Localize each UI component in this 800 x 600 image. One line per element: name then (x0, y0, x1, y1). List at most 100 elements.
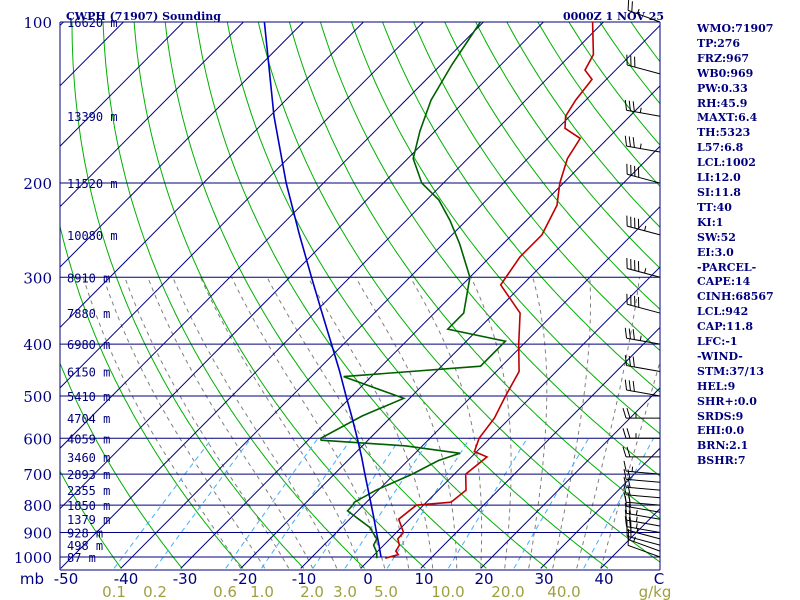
height-label: 13390 m (67, 110, 118, 124)
index-line: BRN:2.1 (697, 439, 749, 453)
height-label: 11520 m (67, 177, 118, 191)
height-label: 2893 m (67, 468, 110, 482)
mixing-ratio-line (447, 438, 528, 569)
index-line: CAP:11.8 (697, 320, 754, 334)
index-line: CAPE:14 (697, 275, 751, 289)
isotherm (240, 145, 660, 569)
index-line: MAXT:6.4 (697, 111, 758, 125)
moist-adiabat (528, 277, 548, 569)
isotherm (0, 22, 3, 568)
pressure-tick-label: 900 (23, 525, 52, 543)
temperature-tick-label: 40 (594, 570, 613, 588)
mixing-ratio-line (154, 438, 252, 569)
index-line: LCL:1002 (697, 156, 756, 170)
index-line: -PARCEL- (697, 260, 757, 274)
wind-barb (626, 525, 661, 546)
wind-barb (624, 509, 661, 527)
wind-barb (624, 516, 661, 534)
mixing-ratio-line (583, 438, 655, 569)
moist-adiabat (200, 277, 362, 569)
wind-barb (626, 293, 661, 314)
wind-barb (624, 355, 661, 372)
mixing-ratio-line (513, 438, 590, 569)
temperature-tick-label: -50 (54, 570, 79, 588)
mixing-ratio-tick-label: 3.0 (333, 583, 357, 600)
isotherm (420, 326, 660, 569)
wind-barb (623, 460, 661, 475)
index-line: EHI:0.0 (697, 424, 745, 438)
moist-adiabat (82, 277, 242, 569)
pressure-tick-label: 200 (23, 175, 52, 193)
index-line: HEL:9 (697, 379, 736, 393)
dry-adiabat (413, 22, 660, 352)
mixing-ratio-line (312, 438, 401, 569)
height-label: 6980 m (67, 338, 110, 352)
height-label: 16620 m (67, 16, 118, 30)
temperature-line (384, 22, 595, 559)
index-line: LFC:-1 (697, 335, 738, 349)
dry-adiabat (133, 22, 426, 569)
temperature-tick-label: C (654, 570, 664, 588)
wind-barb (623, 491, 661, 506)
wind-barbs (622, 0, 661, 558)
wind-barb (622, 407, 660, 419)
temperature-tick-label: 0 (363, 570, 373, 588)
height-label: 4059 m (67, 432, 110, 446)
height-label: 1379 m (67, 513, 110, 527)
temperature-tick-label: 10 (414, 570, 433, 588)
dry-adiabat (226, 22, 609, 569)
index-line: LI:12.0 (697, 171, 741, 185)
isotherm (540, 447, 660, 569)
moist-adiabat (576, 277, 640, 569)
mixing-ratio-lines (113, 437, 655, 569)
mixing-ratio-tick-label: 20.0 (491, 583, 524, 600)
wind-barb (626, 519, 661, 540)
height-label: 8910 m (67, 271, 110, 285)
isotherm (60, 22, 244, 208)
moist-adiabat (600, 359, 660, 569)
pressure-tick-label: 100 (23, 14, 52, 32)
mixing-ratio-tick-label: 2.0 (300, 583, 324, 600)
temperature-tick-label: 30 (534, 570, 553, 588)
moist-adiabat (307, 277, 434, 569)
isotherm (60, 22, 424, 389)
height-label: 10080 m (67, 229, 118, 243)
height-label: 6150 m (67, 365, 110, 379)
index-line: RH:45.9 (697, 96, 748, 110)
pressure-tick-label: 700 (23, 466, 52, 484)
index-line: L57:6.8 (697, 141, 744, 155)
wind-barb (622, 428, 660, 439)
dry-adiabat (444, 22, 660, 311)
isotherm (120, 24, 660, 569)
wind-barb (622, 446, 660, 458)
wind-barb (624, 327, 661, 345)
isotherm (60, 22, 544, 510)
index-line: BSHR:7 (697, 454, 746, 468)
moist-adiabat (147, 277, 314, 569)
isotherm (60, 22, 184, 147)
wind-barb (624, 379, 661, 397)
dry-adiabat (71, 22, 305, 569)
isotherm (480, 387, 660, 569)
moist-adiabat (266, 277, 410, 569)
height-label: 2355 m (67, 484, 110, 498)
isotherm (360, 266, 660, 569)
isotherm (60, 22, 364, 329)
index-line: WB0:969 (697, 66, 754, 80)
temperature-tick-label: -40 (114, 570, 139, 588)
pressure-tick-label: 300 (23, 269, 52, 287)
pressure-tick-label: 800 (23, 497, 52, 515)
moist-adiabat (102, 277, 266, 569)
parcel-line (263, 22, 382, 558)
wind-barb (623, 484, 661, 499)
dry-adiabat (60, 361, 183, 569)
mixing-ratio-line (225, 438, 319, 569)
index-line: -WIND- (697, 349, 743, 363)
isobars (59, 21, 661, 571)
pressure-tick-label: 600 (23, 430, 52, 448)
mixing-ratio-line (344, 438, 431, 569)
dry-adiabat (382, 22, 660, 393)
moist-adiabat (355, 277, 458, 569)
